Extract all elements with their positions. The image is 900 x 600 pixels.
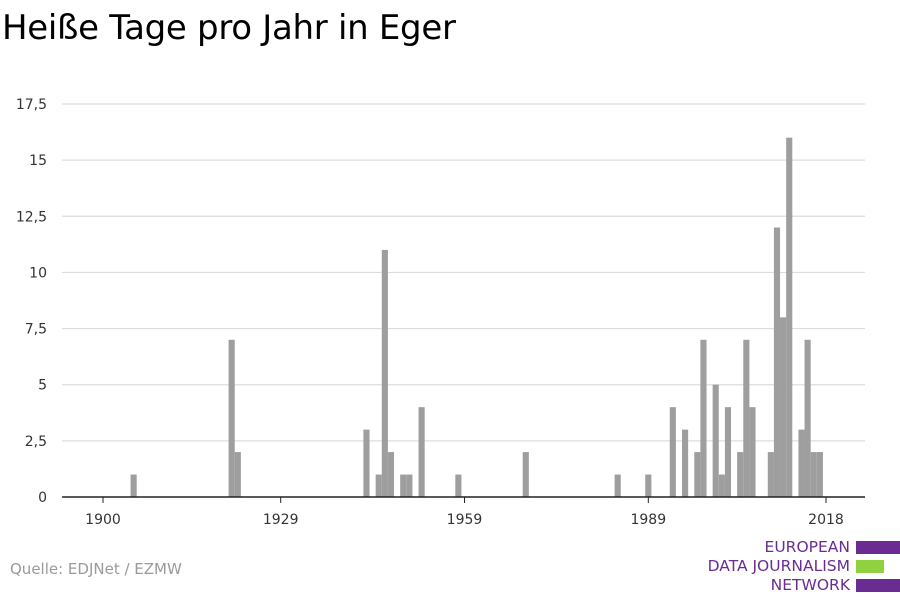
logo-bar-1 [856,541,900,554]
bar[interactable] [387,452,395,497]
x-tick-label: 1989 [630,512,666,528]
x-tick-label: 2018 [808,512,844,528]
bar[interactable] [767,452,774,497]
bar[interactable] [234,452,241,497]
y-axis-ticks: 0 2,5 5 7,5 10 12,5 15 17,5 [16,97,47,506]
bars [130,137,823,497]
y-tick-label: 17,5 [16,97,47,113]
bar[interactable] [455,474,462,497]
bar[interactable] [718,474,725,497]
logo-bar-3 [856,579,900,592]
bar[interactable] [130,474,137,497]
bar[interactable] [418,407,425,497]
bar[interactable] [682,429,689,497]
bar[interactable] [724,407,732,497]
bar[interactable] [694,452,701,497]
bar[interactable] [228,339,235,497]
bar[interactable] [749,407,756,497]
bar[interactable] [798,429,805,497]
source-note: Quelle: EDJNet / EZMW [10,560,182,578]
y-tick-label: 10 [29,265,47,281]
y-tick-label: 5 [38,378,47,394]
x-tick-label: 1929 [263,512,299,528]
bar[interactable] [400,474,407,497]
edjnet-logo[interactable]: EUROPEAN DATA JOURNALISM NETWORK [690,538,900,594]
logo-line-3: NETWORK [770,576,850,594]
bar[interactable] [645,474,652,497]
chart-title: Heiße Tage pro Jahr in Eger [2,8,456,48]
logo-bar-2 [856,560,884,573]
y-tick-label: 0 [38,490,47,506]
bar[interactable] [669,407,676,497]
bar[interactable] [810,452,817,497]
y-tick-label: 15 [29,153,47,169]
x-axis-ticks: 1900 1929 1959 1989 2018 [85,497,844,528]
bar[interactable] [614,474,621,497]
bar[interactable] [743,339,750,497]
logo-line-1: EUROPEAN [764,538,850,556]
bar[interactable] [375,474,382,497]
x-tick-label: 1959 [447,512,483,528]
bar[interactable] [406,474,413,497]
bar[interactable] [780,317,787,497]
logo-line-2: DATA JOURNALISM [707,557,850,575]
bar[interactable] [786,137,793,497]
bar[interactable] [700,339,707,497]
bar[interactable] [773,227,781,497]
y-tick-label: 12,5 [16,209,47,225]
x-tick-label: 1900 [85,512,121,528]
bar[interactable] [737,452,744,497]
gridlines [62,103,865,442]
bar[interactable] [816,452,823,497]
bar[interactable] [712,384,719,497]
y-tick-label: 7,5 [25,322,47,338]
bar[interactable] [363,429,370,497]
bar[interactable] [522,452,529,497]
y-tick-label: 2,5 [25,434,47,450]
bar[interactable] [381,249,388,497]
bar[interactable] [804,339,811,497]
